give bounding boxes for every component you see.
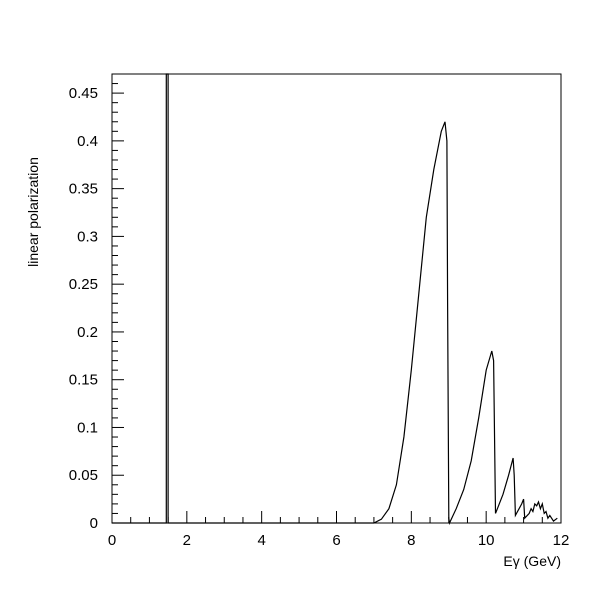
y-tick-label: 0.25 xyxy=(69,276,98,293)
y-tick-label: 0.15 xyxy=(69,372,98,389)
y-tick-label: 0.4 xyxy=(77,133,98,150)
x-tick-labels: 0 2 4 6 8 10 12 xyxy=(108,532,570,549)
x-tick-label: 6 xyxy=(332,532,340,549)
y-tick-label: 0.2 xyxy=(77,324,98,341)
x-tick-label: 0 xyxy=(108,532,116,549)
x-tick-label: 12 xyxy=(553,532,570,549)
x-tick-label: 8 xyxy=(407,532,415,549)
x-tick-label: 2 xyxy=(183,532,191,549)
y-tick-labels: 0 0.05 0.1 0.15 0.2 0.25 0.3 0.35 0.4 0.45 xyxy=(69,85,98,532)
y-tick-label: 0.1 xyxy=(77,419,98,436)
y-tick-label: 0.35 xyxy=(69,181,98,198)
x-tick-label: 4 xyxy=(257,532,265,549)
x-axis-title: Eγ (GeV) xyxy=(503,553,561,569)
x-tick-label: 10 xyxy=(478,532,495,549)
y-axis-title: linear polarization xyxy=(25,157,41,267)
plot-frame xyxy=(111,73,562,524)
y-tick-label: 0 xyxy=(90,515,98,532)
series-layer xyxy=(112,73,558,526)
y-tick-label: 0.45 xyxy=(69,85,98,102)
polarization-series-line xyxy=(112,73,558,526)
y-tick-label: 0.3 xyxy=(77,228,98,245)
axis-ticks xyxy=(111,73,562,524)
y-tick-label: 0.05 xyxy=(69,467,98,484)
